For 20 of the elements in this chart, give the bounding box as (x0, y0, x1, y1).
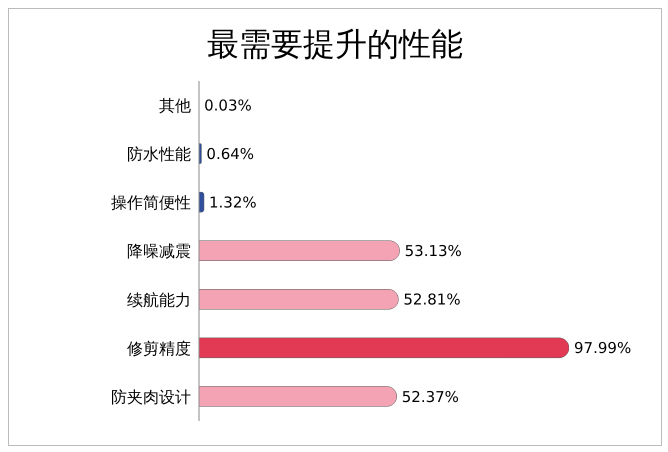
data-label: 0.03% (204, 96, 252, 114)
data-label: 53.13% (404, 242, 462, 260)
y-tick-label: 续航能力 (127, 290, 191, 310)
chart-title: 最需要提升的性能 (206, 24, 464, 65)
data-label: 52.37% (402, 388, 459, 406)
bar (199, 240, 400, 261)
data-label: 97.99% (574, 339, 632, 358)
y-tick-label: 降噪减震 (127, 242, 191, 261)
data-label: 0.64% (206, 144, 254, 163)
bar (199, 338, 569, 358)
data-label: 1.32% (208, 193, 257, 212)
bar (199, 192, 204, 212)
y-tick-label: 防夹肉设计 (111, 387, 191, 406)
bar (199, 289, 399, 310)
y-tick-label: 修剪精度 (127, 338, 191, 358)
data-label: 52.81% (403, 290, 461, 309)
y-tick-label: 防水性能 (127, 144, 191, 164)
y-tick-label: 操作简便性 (111, 193, 191, 212)
bar (199, 386, 397, 407)
y-tick-label: 其他 (159, 96, 191, 115)
